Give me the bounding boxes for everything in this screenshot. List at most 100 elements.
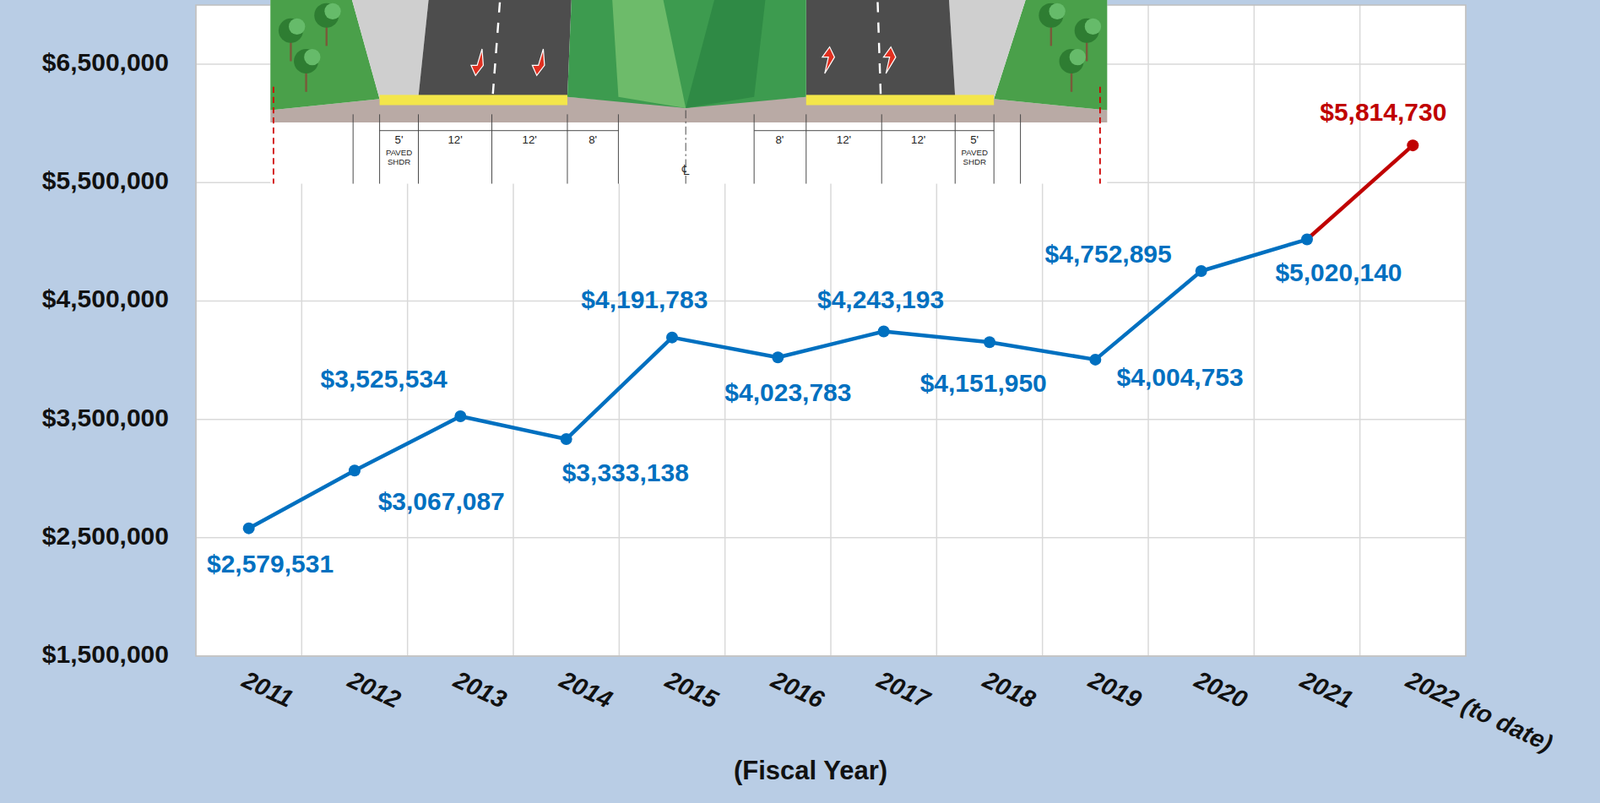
dimension-tick — [491, 113, 493, 184]
dimension-tick — [993, 113, 995, 184]
data-label: $4,004,753 — [1117, 363, 1244, 391]
point — [1195, 265, 1208, 277]
x-tick-label: 2021 — [1296, 665, 1358, 714]
illustration-label-line: SHDR — [963, 157, 987, 167]
dimension-tick — [417, 113, 419, 184]
x-tick-label: 2015 — [661, 665, 724, 714]
direction-arrow — [471, 48, 484, 76]
y-tick-label: $6,500,000 — [42, 48, 169, 76]
tree — [1048, 3, 1065, 20]
tree — [1084, 18, 1102, 35]
line-segment — [1307, 145, 1413, 239]
data-label: $5,020,140 — [1274, 258, 1402, 287]
tree — [324, 3, 341, 20]
point — [666, 331, 678, 344]
x-tick-label: 2020 — [1189, 665, 1252, 714]
median-stripe — [685, 0, 765, 109]
grid-line-x — [1253, 5, 1256, 657]
point — [348, 464, 361, 477]
line-segment — [249, 239, 1308, 529]
dimension-line — [753, 130, 807, 131]
data-label: $4,243,193 — [817, 285, 944, 314]
illustration-label: 12' — [522, 133, 537, 147]
illustration-label: 8' — [775, 133, 784, 147]
point — [878, 325, 890, 337]
illustration-label: 8' — [588, 133, 597, 147]
y-tick-label: $5,500,000 — [42, 166, 169, 195]
point — [243, 522, 255, 535]
tree — [1069, 48, 1086, 66]
x-tick-label: 2016 — [766, 665, 830, 714]
dimension-tick — [954, 113, 956, 184]
dimension-line — [881, 130, 955, 131]
point — [983, 336, 996, 348]
dimension-line — [954, 130, 994, 131]
illustration-label: 12' — [447, 133, 462, 147]
point — [560, 433, 573, 445]
right-shoulder — [949, 0, 1026, 99]
x-tick-label: 2022 (to date) — [1401, 665, 1557, 757]
right-of-way-line — [272, 86, 275, 185]
point — [1406, 139, 1419, 152]
x-axis-title: (Fiscal Year) — [733, 755, 888, 786]
illustration-label: ℄ — [681, 162, 690, 179]
tree — [288, 18, 305, 35]
grid-line-y — [195, 536, 1466, 539]
data-label: $2,579,531 — [206, 549, 334, 578]
direction-arrow — [531, 48, 545, 76]
right-of-way-line — [1099, 86, 1102, 185]
chart: $1,500,000 $2,500,000 $3,500,000 $4,500,000… — [0, 0, 1600, 803]
plot-frame — [195, 5, 1466, 657]
plot-area — [195, 5, 1466, 657]
dimension-line — [492, 130, 568, 131]
dimension-tick — [566, 113, 568, 184]
illustration-label: 12' — [836, 133, 852, 147]
dimension-tick — [1019, 113, 1021, 184]
data-label: $3,067,087 — [378, 487, 505, 516]
data-label: $4,151,950 — [920, 368, 1047, 397]
dimension-line — [567, 130, 619, 131]
dimension-tick — [379, 113, 380, 184]
data-label: $4,752,895 — [1045, 239, 1172, 268]
left-shoulder — [352, 0, 429, 99]
dimension-line — [806, 130, 882, 131]
data-label: $3,525,534 — [320, 364, 448, 393]
y-tick-label: $2,500,000 — [42, 521, 169, 550]
dimension-tick — [881, 113, 883, 184]
illustration-label-line: SHDR — [387, 157, 411, 167]
right-lanes — [806, 0, 955, 98]
point — [771, 351, 784, 364]
data-label: $4,191,783 — [580, 285, 708, 314]
x-tick-label: 2012 — [343, 665, 406, 714]
x-tick-label: 2018 — [978, 665, 1042, 714]
illustration-label: PAVEDSHDR — [961, 147, 988, 167]
y-tick-label: $4,500,000 — [42, 284, 169, 313]
illustration-label: PAVEDSHDR — [385, 147, 413, 167]
right-edge — [806, 94, 994, 105]
y-tick-label: $3,500,000 — [42, 403, 169, 432]
road-illustration: 5'PAVEDSHDR12'12'8'℄8'12'12'5'PAVEDSHDR — [270, 0, 1107, 185]
x-tick-label: 2014 — [554, 665, 617, 714]
dimension-tick — [352, 113, 354, 184]
illustration-label: 5' — [970, 133, 979, 147]
grid-line-x — [1147, 5, 1150, 657]
dimension-line — [379, 130, 419, 131]
y-tick-label: $1,500,000 — [42, 640, 169, 668]
dimension-line — [418, 130, 493, 131]
x-tick-label: 2017 — [872, 665, 936, 714]
data-label: $3,333,138 — [562, 458, 689, 487]
point — [454, 410, 467, 423]
illustration-label: 5' — [395, 133, 404, 147]
x-tick-label: 2011 — [237, 665, 298, 713]
data-label: $4,023,783 — [724, 378, 852, 407]
median — [567, 0, 807, 109]
x-tick-label: 2019 — [1084, 665, 1146, 714]
point — [1089, 353, 1102, 366]
illustration-bg — [270, 0, 1107, 185]
x-tick-label: 2013 — [449, 665, 511, 714]
direction-arrow — [822, 47, 836, 74]
dimension-tick — [753, 113, 755, 184]
median-stripe — [612, 0, 686, 109]
left-lanes — [418, 0, 572, 98]
tree — [303, 48, 320, 66]
